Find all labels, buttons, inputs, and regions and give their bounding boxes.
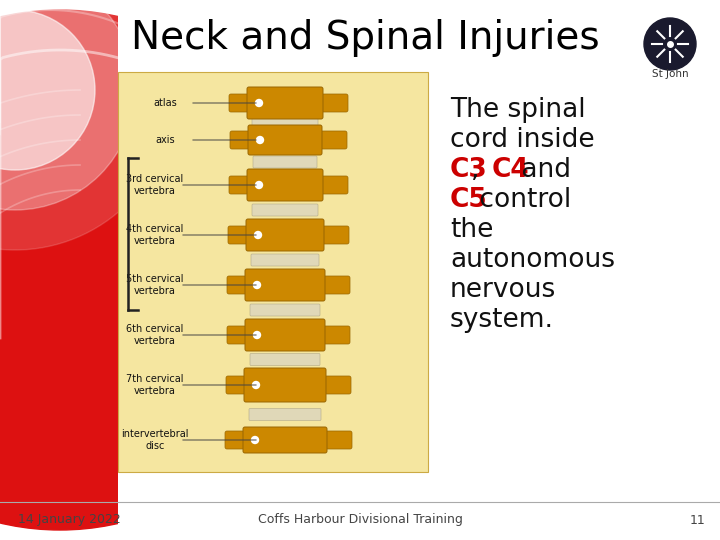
Circle shape (256, 137, 264, 144)
Text: 11: 11 (689, 514, 705, 526)
FancyBboxPatch shape (248, 125, 322, 155)
Text: and: and (513, 157, 571, 183)
FancyBboxPatch shape (315, 226, 349, 244)
Text: axis: axis (156, 135, 175, 145)
Text: the: the (450, 217, 493, 243)
FancyBboxPatch shape (313, 131, 347, 149)
FancyBboxPatch shape (227, 326, 253, 344)
FancyBboxPatch shape (250, 354, 320, 366)
Text: cord inside: cord inside (450, 127, 595, 153)
Text: The spinal: The spinal (450, 97, 585, 123)
FancyBboxPatch shape (252, 204, 318, 216)
Text: nervous: nervous (450, 277, 557, 303)
FancyBboxPatch shape (253, 156, 317, 168)
FancyBboxPatch shape (318, 431, 352, 449)
Text: C4: C4 (492, 157, 530, 183)
Text: 14 January 2022: 14 January 2022 (18, 514, 121, 526)
FancyBboxPatch shape (225, 431, 251, 449)
FancyBboxPatch shape (316, 276, 350, 294)
Circle shape (256, 181, 263, 188)
Circle shape (253, 332, 261, 339)
FancyBboxPatch shape (316, 326, 350, 344)
FancyBboxPatch shape (228, 226, 254, 244)
Text: atlas: atlas (153, 98, 177, 108)
FancyBboxPatch shape (246, 219, 324, 251)
FancyBboxPatch shape (247, 87, 323, 119)
Text: autonomous: autonomous (450, 247, 615, 273)
Circle shape (0, 0, 135, 210)
FancyBboxPatch shape (229, 94, 255, 112)
Bar (118, 0, 720, 540)
Text: ,: , (471, 157, 488, 183)
Circle shape (0, 10, 95, 170)
Text: 3rd cervical
vertebra: 3rd cervical vertebra (127, 174, 184, 196)
Text: 7th cervical
vertebra: 7th cervical vertebra (126, 374, 184, 396)
Text: intervertebral
disc: intervertebral disc (121, 429, 189, 451)
Circle shape (251, 436, 258, 443)
FancyBboxPatch shape (314, 176, 348, 194)
Text: 5th cervical
vertebra: 5th cervical vertebra (126, 274, 184, 296)
Circle shape (256, 99, 263, 106)
Circle shape (644, 18, 696, 70)
FancyBboxPatch shape (227, 276, 253, 294)
Text: control: control (471, 187, 571, 213)
FancyBboxPatch shape (245, 269, 325, 301)
FancyBboxPatch shape (247, 169, 323, 201)
FancyBboxPatch shape (229, 176, 255, 194)
FancyBboxPatch shape (226, 376, 252, 394)
Circle shape (0, 10, 320, 530)
Text: system.: system. (450, 307, 554, 333)
FancyBboxPatch shape (317, 376, 351, 394)
Text: St John: St John (652, 69, 688, 79)
Circle shape (253, 281, 261, 288)
FancyBboxPatch shape (252, 116, 318, 128)
Text: Coffs Harbour Divisional Training: Coffs Harbour Divisional Training (258, 514, 462, 526)
Text: Neck and Spinal Injuries: Neck and Spinal Injuries (131, 19, 599, 57)
Circle shape (254, 232, 261, 239)
Circle shape (0, 0, 175, 250)
FancyBboxPatch shape (314, 94, 348, 112)
FancyBboxPatch shape (245, 319, 325, 351)
FancyBboxPatch shape (118, 72, 428, 472)
FancyBboxPatch shape (249, 408, 321, 421)
Text: C3: C3 (450, 157, 487, 183)
Text: 6th cervical
vertebra: 6th cervical vertebra (126, 324, 184, 346)
FancyBboxPatch shape (230, 131, 256, 149)
Text: 4th cervical
vertebra: 4th cervical vertebra (126, 224, 184, 246)
FancyBboxPatch shape (244, 368, 326, 402)
Circle shape (253, 381, 259, 388)
FancyBboxPatch shape (251, 254, 319, 266)
FancyBboxPatch shape (243, 427, 327, 453)
FancyBboxPatch shape (250, 304, 320, 316)
Text: C5: C5 (450, 187, 487, 213)
